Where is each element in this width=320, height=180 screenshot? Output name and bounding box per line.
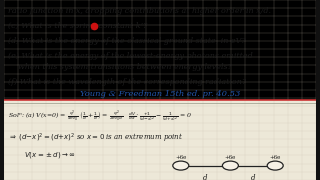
Text: $V(x=\pm d) \rightarrow \infty$: $V(x=\pm d) \rightarrow \infty$	[24, 150, 76, 160]
Text: (d) What is the energy of the classical ground state, in eV?: (d) What is the energy of the classical …	[8, 37, 246, 45]
Text: $\Rightarrow$ $(d{-}x)^2 = (d{+}x)^2$ so $x=0$ is an extremum point: $\Rightarrow$ $(d{-}x)^2 = (d{+}x)^2$ so…	[8, 131, 183, 145]
Text: (e) What is the energy of the lowest-energy photons emitted: (e) What is the energy of the lowest-ene…	[8, 52, 253, 60]
Text: +6e: +6e	[175, 155, 187, 160]
Text: +6e: +6e	[269, 155, 281, 160]
Text: (c) What is the spring constant k’?: (c) What is the spring constant k’?	[8, 22, 148, 30]
Text: (f) What is the wavelength of the corresponding radiation?: (f) What is the wavelength of the corres…	[8, 78, 246, 86]
Bar	[316, 0, 320, 180]
Text: d: d	[251, 174, 255, 180]
Text: ratio function in x, dropping contributions at higher order in x/d.: ratio function in x, dropping contributi…	[8, 7, 271, 15]
Text: d: d	[203, 174, 208, 180]
Text: Young & Freedman 15th ed. pr. 40.53: Young & Freedman 15th ed. pr. 40.53	[80, 90, 240, 98]
Circle shape	[222, 161, 238, 170]
Text: Sol$^n$: (a) V(x=0) = $\frac{q^2}{4\pi\varepsilon_0}$ $\left(\frac{1}{d}+\frac{1: Sol$^n$: (a) V(x=0) = $\frac{q^2}{4\pi\v…	[8, 108, 192, 123]
Bar	[4, 100, 316, 180]
Circle shape	[267, 161, 283, 170]
Text: +6e: +6e	[225, 155, 236, 160]
Bar	[0, 0, 4, 180]
Text: when this system transitions between energy levels?: when this system transitions between ene…	[8, 63, 232, 71]
Circle shape	[173, 161, 189, 170]
